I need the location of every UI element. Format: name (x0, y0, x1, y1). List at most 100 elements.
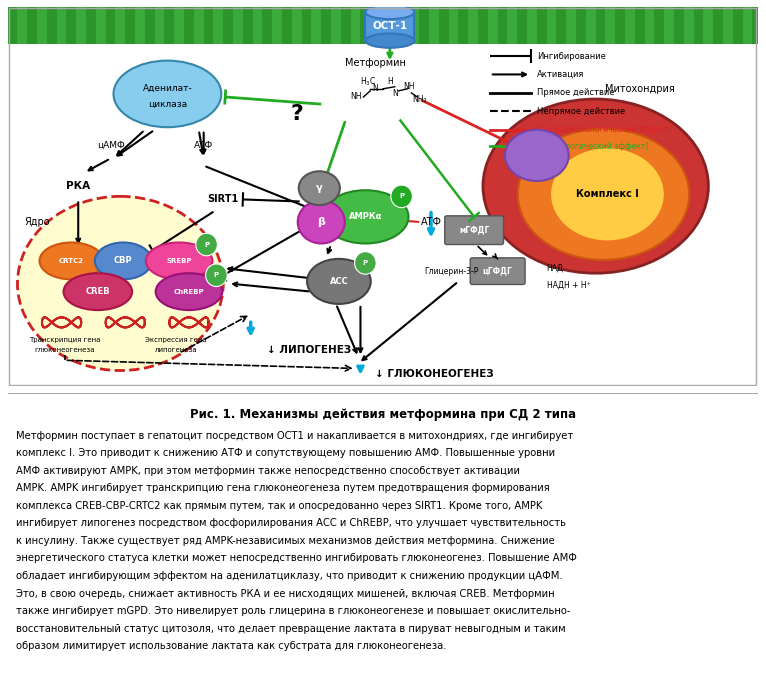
Bar (537, 7, 547, 44)
Bar (145, 7, 155, 44)
Bar (694, 7, 703, 44)
Bar (439, 7, 449, 44)
Bar (713, 7, 723, 44)
Text: Это, в свою очередь, снижает активность РКА и ее нисходящих мишеней, включая CRE: Это, в свою очередь, снижает активность … (15, 589, 554, 598)
Text: H: H (387, 77, 393, 86)
Text: H$_3$C: H$_3$C (360, 75, 376, 88)
Ellipse shape (307, 259, 371, 304)
Text: энергетического статуса клетки может непосредственно ингибировать глюконеогенез.: энергетического статуса клетки может неп… (15, 553, 576, 563)
Ellipse shape (518, 128, 689, 260)
Text: ингибирует липогенез посредством фосфорилирования АСС и ChREBP, что улучшает чув: ингибирует липогенез посредством фосфори… (15, 518, 565, 529)
Bar (8, 7, 18, 44)
Ellipse shape (365, 5, 414, 19)
Ellipse shape (299, 171, 340, 205)
Bar (165, 7, 174, 44)
Text: NH: NH (350, 92, 362, 102)
Text: АМРK. АМРK ингибирует транскрипцию гена глюконеогенеза путем предотвращения форм: АМРK. АМРK ингибирует транскрипцию гена … (15, 484, 549, 493)
Ellipse shape (95, 242, 152, 279)
Text: Ядро: Ядро (25, 217, 50, 227)
Ellipse shape (146, 242, 212, 279)
Bar (556, 7, 566, 44)
Text: NH: NH (404, 82, 415, 92)
Text: CREB: CREB (86, 287, 110, 296)
Text: цГФДГ: цГФДГ (483, 266, 512, 276)
Text: Аденилат-: Аденилат- (142, 84, 192, 94)
Ellipse shape (155, 273, 222, 310)
Bar (365, 12, 414, 41)
Text: Транскрипция гена: Транскрипция гена (29, 337, 100, 343)
Ellipse shape (322, 190, 408, 244)
Bar (282, 7, 292, 44)
Text: N: N (372, 84, 378, 94)
Text: γ: γ (316, 183, 322, 193)
Text: ОСТ-1: ОСТ-1 (372, 21, 408, 31)
Text: Метформин поступает в гепатоцит посредством ОСТ1 и накапливается в митохондриях,: Метформин поступает в гепатоцит посредст… (15, 431, 573, 441)
Circle shape (391, 185, 412, 208)
Text: Непрямое действие: Непрямое действие (537, 107, 625, 116)
Bar (674, 7, 684, 44)
Bar (302, 7, 312, 44)
Text: глюконеогенеза: глюконеогенеза (34, 347, 95, 353)
Bar (341, 7, 351, 44)
Bar (106, 7, 116, 44)
Text: ↓ ГЛЮКОНЕОГЕНЕЗ: ↓ ГЛЮКОНЕОГЕНЕЗ (375, 369, 494, 378)
Bar (321, 7, 331, 44)
Text: [Супрафизиологический эффект]: [Супрафизиологический эффект] (537, 125, 673, 135)
Text: P: P (399, 193, 404, 199)
Bar (615, 7, 625, 44)
Text: к инсулину. Также существует ряд АМРK-независимых механизмов действия метформина: к инсулину. Также существует ряд АМРK-не… (15, 536, 555, 546)
Bar (263, 7, 272, 44)
Text: SIRT1: SIRT1 (208, 195, 239, 204)
Text: АМРКα: АМРКα (349, 212, 382, 221)
Text: АСС: АСС (329, 277, 349, 286)
Text: Глицерин-3-Р: Глицерин-3-Р (424, 266, 479, 276)
Text: Метформин: Метформин (345, 58, 406, 68)
Text: АМФ активируют АМРK, при этом метформин также непосредственно способствует актив: АМФ активируют АМРK, при этом метформин … (15, 466, 519, 476)
Circle shape (196, 234, 218, 255)
Bar (243, 7, 253, 44)
Text: циклаза: циклаза (148, 100, 187, 109)
Text: β: β (317, 217, 326, 227)
Text: Прямое действие: Прямое действие (537, 88, 614, 98)
Circle shape (355, 252, 376, 275)
Bar (8, 7, 758, 44)
Text: [Физиологический эффект]: [Физиологический эффект] (537, 141, 648, 151)
Bar (380, 7, 390, 44)
Bar (223, 7, 233, 44)
Bar (126, 7, 135, 44)
Bar (596, 7, 605, 44)
Text: РКА: РКА (66, 181, 90, 191)
Ellipse shape (18, 197, 223, 370)
Text: Комплекс I: Комплекс I (576, 189, 639, 199)
Text: АМФ: АМФ (373, 217, 397, 227)
Bar (733, 7, 743, 44)
Bar (86, 7, 96, 44)
Ellipse shape (505, 130, 568, 181)
Text: также ингибирует mGPD. Это нивелирует роль глицерина в глюконеогенезе и повышает: также ингибирует mGPD. Это нивелирует ро… (15, 606, 570, 616)
Bar (654, 7, 664, 44)
FancyBboxPatch shape (445, 216, 503, 245)
Text: АТФ: АТФ (194, 141, 213, 150)
Bar (576, 7, 586, 44)
Ellipse shape (483, 99, 709, 273)
Bar (204, 7, 214, 44)
Ellipse shape (551, 148, 664, 240)
Text: Активация: Активация (537, 70, 584, 79)
Text: образом лимитирует использование лактата как субстрата для глюконеогенеза.: образом лимитирует использование лактата… (15, 641, 446, 651)
Text: ?: ? (290, 104, 303, 124)
Bar (400, 7, 410, 44)
Text: комплекс I. Это приводит к снижению АТФ и сопутствующему повышению АМФ. Повышенн: комплекс I. Это приводит к снижению АТФ … (15, 448, 555, 458)
Text: комплекса CREB-CBP-CRTC2 как прямым путем, так и опосредованно через SIRT1. Кром: комплекса CREB-CBP-CRTC2 как прямым путе… (15, 501, 542, 511)
Bar (517, 7, 527, 44)
Bar (478, 7, 488, 44)
Bar (419, 7, 429, 44)
Ellipse shape (40, 242, 103, 279)
Ellipse shape (64, 273, 132, 310)
Text: Рис. 1. Механизмы действия метформина при СД 2 типа: Рис. 1. Механизмы действия метформина пр… (190, 408, 576, 421)
Text: восстановительный статус цитозоля, что делает превращение лактата в пируват невы: восстановительный статус цитозоля, что д… (15, 624, 565, 634)
Text: ChREBP: ChREBP (174, 289, 205, 294)
Text: N: N (392, 89, 398, 98)
Text: P: P (363, 260, 368, 266)
Text: NH₂: NH₂ (412, 94, 427, 104)
Text: липогенеза: липогенеза (155, 347, 198, 353)
